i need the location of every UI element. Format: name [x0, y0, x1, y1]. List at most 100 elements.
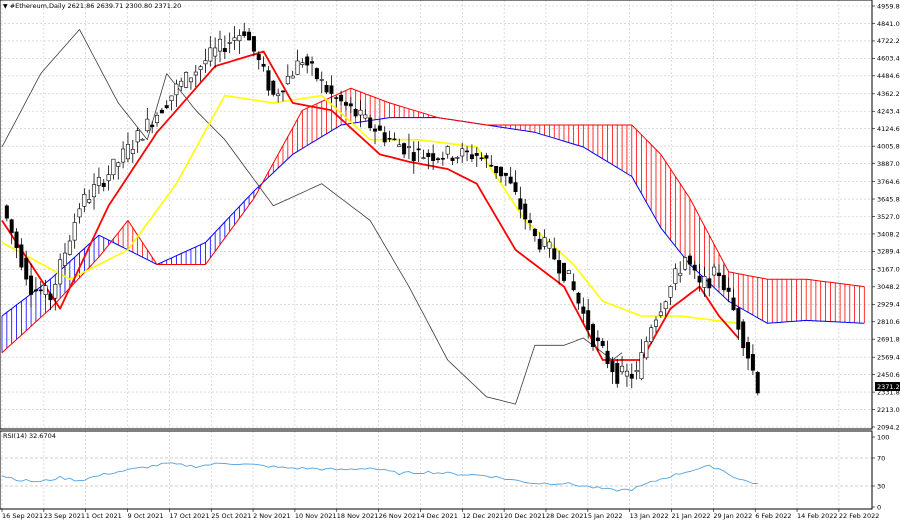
candle-body: [654, 319, 658, 327]
candle-body: [314, 68, 319, 80]
candle-body: [494, 165, 499, 174]
y-tick-label: 3764.60: [877, 178, 900, 186]
candle-body: [174, 83, 179, 96]
y-tick-label: 4603.40: [877, 55, 900, 63]
candle-body: [353, 109, 358, 117]
candle-body: [203, 60, 208, 65]
candle-body: [343, 102, 348, 106]
candle-body: [87, 199, 92, 203]
candle-body: [77, 208, 82, 218]
candle-body: [513, 182, 518, 192]
candle-body: [58, 259, 63, 285]
candle-body: [721, 275, 726, 291]
candle-body: [368, 117, 373, 129]
x-tick-label: 2 Nov 2021: [253, 512, 291, 520]
candle-body: [290, 75, 295, 79]
current-price-badge: [875, 382, 900, 391]
y-tick-label: 3289.40: [877, 248, 900, 256]
main-panel-frame: [0, 0, 873, 430]
candle-body: [397, 144, 402, 147]
rsi-tick-label: 70: [877, 454, 885, 462]
candle-body: [644, 341, 649, 359]
candle-body: [67, 240, 72, 255]
candle-body: [53, 284, 58, 299]
current-price-text: 2371.20: [877, 383, 900, 391]
candle-body: [503, 172, 508, 176]
rsi-tick-label: 0: [877, 503, 881, 511]
candle-body: [624, 370, 629, 377]
x-tick-label: 10 Nov 2021: [295, 512, 337, 520]
y-tick-label: 3048.20: [877, 283, 900, 291]
y-tick-label: 2331.80: [877, 388, 900, 396]
rsi-tick-label: 30: [877, 482, 885, 490]
candle-body: [518, 198, 523, 210]
candle-body: [280, 90, 285, 93]
candle-body: [455, 157, 460, 159]
candle-body: [373, 128, 378, 132]
candle-body: [48, 293, 53, 301]
candle-body: [591, 324, 596, 347]
candle-body: [610, 360, 615, 373]
symbol-label: ▼ #Ethereum,Daily 2621.86 2639.71 2300.8…: [3, 2, 181, 10]
symbol-text: #Ethereum,Daily: [10, 2, 66, 10]
candle-body: [339, 94, 344, 102]
x-tick-label: 28 Dec 2021: [546, 512, 588, 520]
rsi-panel: [1, 462, 758, 492]
candle-body: [707, 278, 712, 289]
candle-body: [668, 286, 673, 298]
y-tick-label: 4362.20: [877, 90, 900, 98]
candle-body: [121, 148, 126, 163]
candle-body: [145, 118, 150, 132]
candle-body: [581, 306, 586, 314]
candle-body: [746, 342, 751, 359]
grid-layer: [0, 0, 872, 509]
candle-body: [634, 370, 639, 373]
candle-body: [319, 79, 324, 81]
candle-body: [193, 71, 198, 76]
senkou-span-b-line: [1, 87, 865, 354]
candle-body: [460, 148, 465, 157]
candle-body: [392, 138, 397, 141]
candle-body: [469, 154, 474, 160]
candle-body: [673, 268, 678, 284]
candle-body: [169, 95, 174, 101]
candle-body: [377, 125, 382, 131]
candle-body: [629, 373, 634, 379]
y-tick-label: 3645.80: [877, 195, 900, 203]
candle-body: [726, 287, 731, 292]
candle-body: [329, 85, 334, 94]
x-tick-label: 16 Sep 2021: [2, 512, 43, 520]
candle-body: [731, 297, 736, 311]
candle-body: [33, 289, 38, 292]
x-tick-label: 4 Dec 2021: [420, 512, 457, 520]
candle-body: [687, 255, 692, 265]
candle-body: [310, 61, 315, 64]
candle-body: [106, 174, 111, 182]
candle-body: [213, 47, 218, 57]
x-tick-label: 25 Oct 2021: [211, 512, 251, 520]
candle-body: [261, 63, 266, 67]
candle-body: [9, 219, 14, 233]
candle-body: [620, 365, 625, 373]
candle-body: [62, 252, 67, 266]
candle-body: [683, 257, 688, 270]
y-tick-label: 4841.00: [877, 20, 900, 28]
candle-body: [431, 153, 436, 161]
candle-body: [14, 231, 19, 249]
rsi-line: [1, 462, 758, 492]
y-tick-label: 4722.20: [877, 37, 900, 45]
x-tick-label: 14 Feb 2022: [797, 512, 837, 520]
x-tick-label: 26 Nov 2021: [379, 512, 421, 520]
candle-body: [450, 157, 455, 161]
y-tick-label: 2691.80: [877, 336, 900, 344]
candle-body: [324, 85, 329, 93]
candle-body: [465, 150, 470, 153]
candle-body: [552, 248, 557, 260]
y-tick-label: 2569.40: [877, 353, 900, 361]
candle-body: [547, 241, 552, 249]
candle-body: [663, 301, 668, 310]
candle-body: [508, 176, 513, 184]
candle-body: [750, 354, 755, 371]
y-tick-label: 3408.20: [877, 230, 900, 238]
candle-body: [484, 155, 489, 159]
